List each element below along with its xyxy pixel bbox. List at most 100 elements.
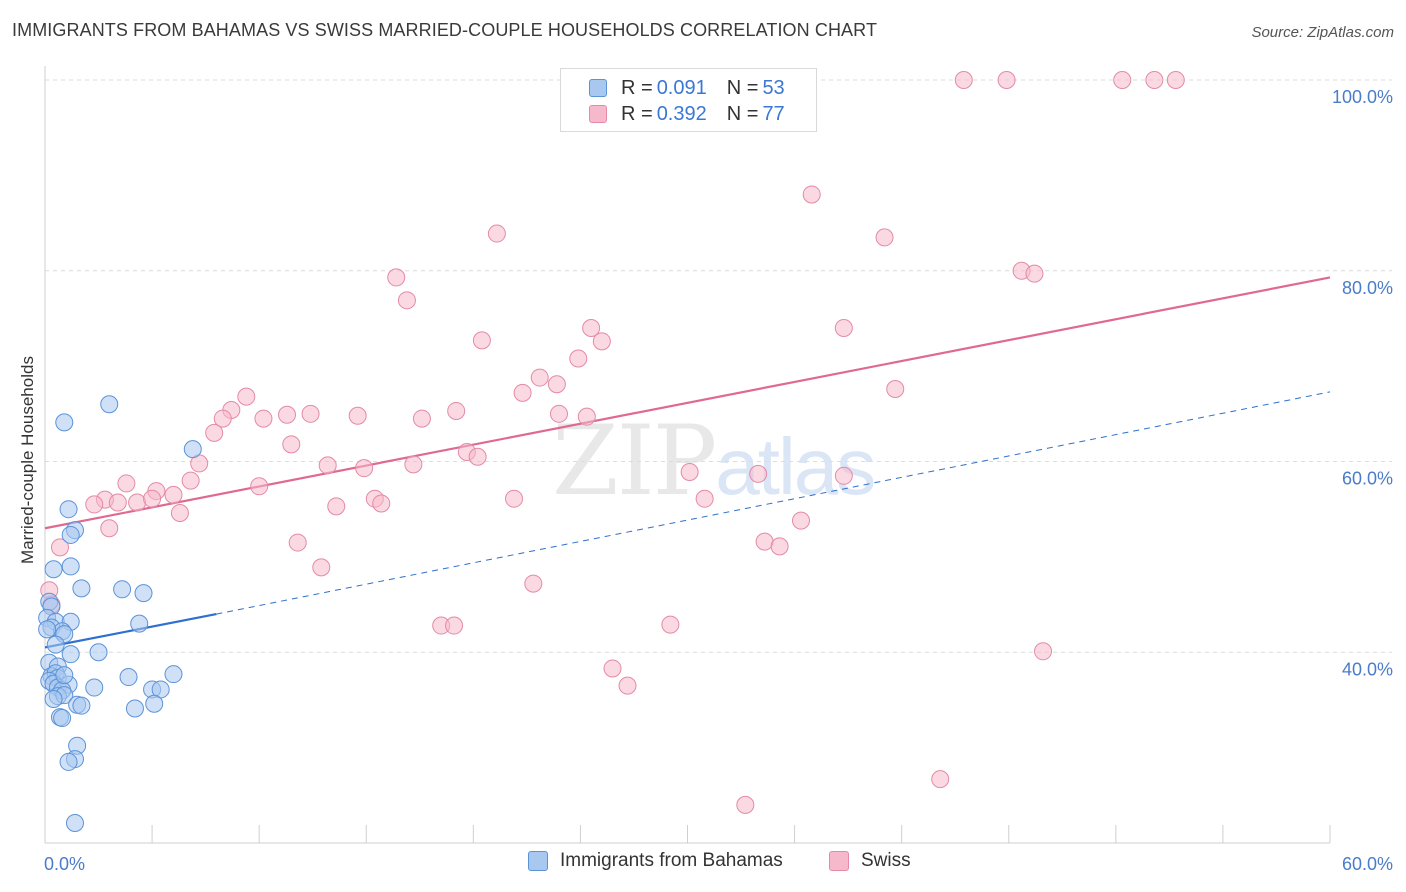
bahamas-legend-swatch xyxy=(528,851,548,871)
swiss-point xyxy=(802,185,821,204)
bahamas-point xyxy=(113,580,132,599)
swiss-point xyxy=(372,494,391,513)
bahamas-point xyxy=(145,694,164,713)
swiss-point xyxy=(143,489,162,508)
bahamas-point xyxy=(55,413,74,432)
swiss-point xyxy=(1025,264,1044,283)
axes xyxy=(44,66,1331,844)
swiss-point xyxy=(505,489,524,508)
r-label: R = xyxy=(621,102,653,125)
bahamas-point xyxy=(72,579,91,598)
swiss-point xyxy=(592,332,611,351)
swiss-point xyxy=(680,462,699,481)
swiss-point xyxy=(85,495,104,514)
x-tick-label: 0.0% xyxy=(44,854,85,874)
y-tick-label: 80.0% xyxy=(1342,278,1393,298)
bahamas-point xyxy=(65,813,84,832)
swiss-point xyxy=(164,485,183,504)
swiss-point xyxy=(170,504,189,523)
swiss-point xyxy=(770,537,789,556)
r-label: R = xyxy=(621,76,653,99)
series-legend: Immigrants from Bahamas Swiss xyxy=(0,850,1406,878)
swiss-point xyxy=(318,456,337,475)
swiss-point xyxy=(312,558,331,577)
swiss-point xyxy=(237,387,256,406)
bahamas-point xyxy=(164,665,183,684)
swiss-point xyxy=(282,435,301,454)
bahamas-point xyxy=(44,689,63,708)
swiss-point xyxy=(445,616,464,635)
swiss-point xyxy=(547,375,566,394)
swiss-point xyxy=(792,511,811,530)
swiss-point xyxy=(736,795,755,814)
swiss-point xyxy=(447,401,466,420)
bahamas-point xyxy=(125,699,144,718)
bahamas-trend-extension xyxy=(216,391,1331,615)
swiss-point xyxy=(250,477,269,496)
x-tick-label: 60.0% xyxy=(1342,854,1393,874)
swiss-point xyxy=(834,318,853,337)
y-tick-label: 100.0% xyxy=(1332,87,1393,107)
bahamas-point xyxy=(72,696,91,715)
swiss-point xyxy=(50,538,69,557)
bahamas-point xyxy=(183,440,202,459)
swiss-swatch xyxy=(589,105,607,123)
bahamas-point xyxy=(100,395,119,414)
watermark-atlas: atlas xyxy=(715,422,876,511)
legend-item-bahamas: Immigrants from Bahamas xyxy=(528,850,783,872)
bahamas-point xyxy=(61,525,80,544)
swiss-point xyxy=(288,533,307,552)
stats-legend-row-swiss: R = 0.392 N = 77 xyxy=(561,101,785,127)
y-tick-label: 60.0% xyxy=(1342,469,1393,489)
bahamas-point xyxy=(44,560,63,579)
swiss-point xyxy=(348,406,367,425)
swiss-point xyxy=(550,404,568,423)
swiss-point xyxy=(387,268,406,287)
swiss-point xyxy=(412,409,431,428)
swiss-point xyxy=(661,615,680,634)
n-value: 77 xyxy=(762,102,785,125)
swiss-point xyxy=(1113,71,1132,89)
swiss-point xyxy=(582,318,601,337)
bahamas-point xyxy=(61,557,80,576)
legend-item-swiss: Swiss xyxy=(829,850,911,872)
chart-title: IMMIGRANTS FROM BAHAMAS VS SWISS MARRIED… xyxy=(12,20,878,40)
swiss-point xyxy=(755,532,774,551)
swiss-point xyxy=(1145,71,1164,89)
swiss-point xyxy=(1034,642,1053,661)
bahamas-point xyxy=(85,678,104,697)
bahamas-point xyxy=(55,666,74,685)
swiss-point xyxy=(569,349,588,368)
swiss-point xyxy=(404,455,423,474)
swiss-point xyxy=(355,459,374,478)
r-value: 0.091 xyxy=(656,76,707,99)
trend-lines xyxy=(44,276,1331,649)
swiss-point xyxy=(618,676,637,695)
bahamas-point xyxy=(130,614,149,633)
legend-label-swiss: Swiss xyxy=(861,850,911,871)
watermark: ZIPatlas xyxy=(552,405,876,517)
swiss-point xyxy=(954,71,973,89)
bahamas-point xyxy=(134,584,153,603)
swiss-point xyxy=(834,466,853,485)
swiss-point xyxy=(278,405,297,424)
swiss-point xyxy=(603,659,622,678)
swiss-point xyxy=(472,331,491,350)
n-label: N = xyxy=(726,76,759,99)
stats-legend: R = 0.091 N = 53 R = 0.392 N = 77 xyxy=(560,68,817,132)
swiss-point xyxy=(886,380,905,399)
swiss-point xyxy=(327,497,346,516)
swiss-point xyxy=(254,409,273,428)
swiss-point xyxy=(181,471,200,490)
swiss-point xyxy=(117,474,136,493)
grid-lines xyxy=(45,79,1392,653)
bahamas-point xyxy=(89,643,108,662)
swiss-point xyxy=(695,489,714,508)
swiss-point xyxy=(749,464,768,483)
source-credit: Source: ZipAtlas.com xyxy=(1251,24,1394,41)
y-axis-label: Married-couple Households xyxy=(18,356,37,564)
swiss-point xyxy=(513,383,532,402)
bahamas-point xyxy=(59,500,78,519)
swiss-trend-line xyxy=(44,276,1331,530)
